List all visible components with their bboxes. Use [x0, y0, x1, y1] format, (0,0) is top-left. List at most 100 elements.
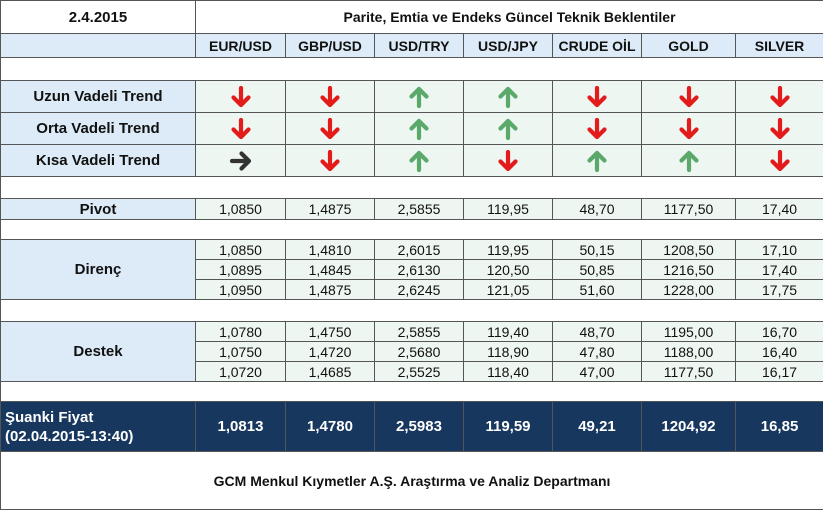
- pivot-value: 1,0850: [195, 198, 286, 220]
- resistance-value: 1208,50: [641, 239, 736, 260]
- trend-arrow: [587, 150, 607, 172]
- current-value: 2,5983: [374, 401, 464, 452]
- trend-arrow: [769, 149, 790, 171]
- support-value: 47,00: [552, 361, 642, 382]
- trend-cell: [463, 144, 553, 177]
- resistance-value: 119,95: [463, 239, 553, 260]
- support-value: 1188,00: [641, 341, 736, 362]
- table-row: Destek 1,0780 1,4750 2,5855 119,40 48,70 1195,…: [0, 321, 823, 382]
- resistance-value: 2,6130: [374, 259, 464, 280]
- trend-arrow: [769, 85, 790, 107]
- table-row: [0, 381, 823, 402]
- resistance-value: 17,40: [734, 259, 823, 280]
- column-header: SILVER: [734, 33, 823, 58]
- pivot-value: 1,4875: [285, 198, 375, 220]
- resistance-value: 2,6245: [374, 279, 464, 300]
- trend-arrow: [769, 117, 790, 139]
- trend-cell: [374, 80, 464, 113]
- trend-cell: [734, 144, 823, 177]
- current-value: 16,85: [734, 401, 823, 452]
- column-header: GOLD: [641, 33, 736, 58]
- support-value: 1,4720: [285, 341, 375, 362]
- trend-cell: [552, 112, 642, 145]
- table-row: [0, 176, 823, 199]
- table-row: [0, 299, 823, 322]
- support-label: Destek: [0, 321, 196, 382]
- support-value: 1,0750: [195, 341, 286, 362]
- support-value: 2,5525: [374, 361, 464, 382]
- trend-arrow: [409, 86, 429, 108]
- support-value: 118,40: [463, 361, 553, 382]
- table-row: 1,0750 1,4720 2,5680 118,90 47,80 1188,00 16,4…: [1, 341, 823, 362]
- report-date: 2.4.2015: [0, 0, 196, 34]
- trend-arrow: [678, 117, 699, 139]
- trend-cell: [552, 144, 642, 177]
- resistance-value: 50,85: [552, 259, 642, 280]
- support-value: 1,4685: [285, 361, 375, 382]
- support-value: 47,80: [552, 341, 642, 362]
- column-header: GBP/USD: [285, 33, 375, 58]
- table-row: EUR/USD GBP/USD USD/TRY USD/JPY CRUDE OİL GOL…: [0, 33, 823, 58]
- resistance-value: 1,4845: [285, 259, 375, 280]
- support-value: 1177,50: [641, 361, 736, 382]
- trend-cell: [641, 112, 736, 145]
- pivot-label: Pivot: [0, 198, 196, 220]
- pivot-value: 17,40: [734, 198, 823, 220]
- resistance-value: 2,6015: [374, 239, 464, 260]
- table-row: Kısa Vadeli Trend: [0, 144, 823, 177]
- current-time: (02.04.2015-13:40): [5, 427, 134, 445]
- resistance-value: 1,0950: [195, 279, 286, 300]
- resistance-value: 50,15: [552, 239, 642, 260]
- trend-arrow: [587, 85, 607, 107]
- support-value: 16,17: [734, 361, 823, 382]
- table-row: Uzun Vadeli Trend: [0, 80, 823, 113]
- resistance-value: 121,05: [463, 279, 553, 300]
- resistance-value: 17,10: [734, 239, 823, 260]
- resistance-label: Direnç: [0, 239, 196, 300]
- blank-row: [0, 299, 823, 322]
- resistance-value: 51,60: [552, 279, 642, 300]
- resistance-value: 1228,00: [641, 279, 736, 300]
- current-value: 119,59: [463, 401, 553, 452]
- support-value: 2,5855: [374, 321, 464, 342]
- blank-row: [0, 219, 823, 240]
- current-label: Şuanki Fiyat: [5, 408, 94, 426]
- current-value: 1204,92: [641, 401, 736, 452]
- trend-cell: [195, 80, 286, 113]
- column-header: USD/JPY: [463, 33, 553, 58]
- trend-cell: [195, 112, 286, 145]
- support-value: 119,40: [463, 321, 553, 342]
- table-row: [0, 219, 823, 240]
- table-row: 1,0895 1,4845 2,6130 120,50 50,85 1216,50 17,4…: [1, 259, 823, 280]
- trend-cell: [285, 144, 375, 177]
- resistance-value: 120,50: [463, 259, 553, 280]
- resistance-value: 1,4875: [285, 279, 375, 300]
- blank-row: [0, 57, 823, 81]
- footer-text: GCM Menkul Kıymetler A.Ş. Araştırma ve A…: [0, 451, 823, 510]
- support-value: 48,70: [552, 321, 642, 342]
- trend-cell: [463, 80, 553, 113]
- current-value: 1,4780: [285, 401, 375, 452]
- trend-arrow: [409, 118, 429, 140]
- pivot-value: 48,70: [552, 198, 642, 220]
- trend-label: Uzun Vadeli Trend: [0, 80, 196, 113]
- corner-cell: [0, 33, 196, 58]
- support-value: 1195,00: [641, 321, 736, 342]
- trend-arrow: [498, 86, 518, 108]
- support-value: 1,0720: [195, 361, 286, 382]
- pivot-value: 2,5855: [374, 198, 464, 220]
- trend-arrow: [587, 117, 607, 139]
- trend-arrow: [320, 117, 340, 139]
- trend-arrow: [320, 85, 340, 107]
- trend-arrow: [678, 85, 699, 107]
- trend-cell: [374, 144, 464, 177]
- support-value: 16,40: [734, 341, 823, 362]
- resistance-value: 1216,50: [641, 259, 736, 280]
- trend-arrow: [229, 150, 251, 171]
- trend-cell: [374, 112, 464, 145]
- column-header: CRUDE OİL: [552, 33, 642, 58]
- resistance-value: 17,75: [734, 279, 823, 300]
- support-value: 1,0780: [195, 321, 286, 342]
